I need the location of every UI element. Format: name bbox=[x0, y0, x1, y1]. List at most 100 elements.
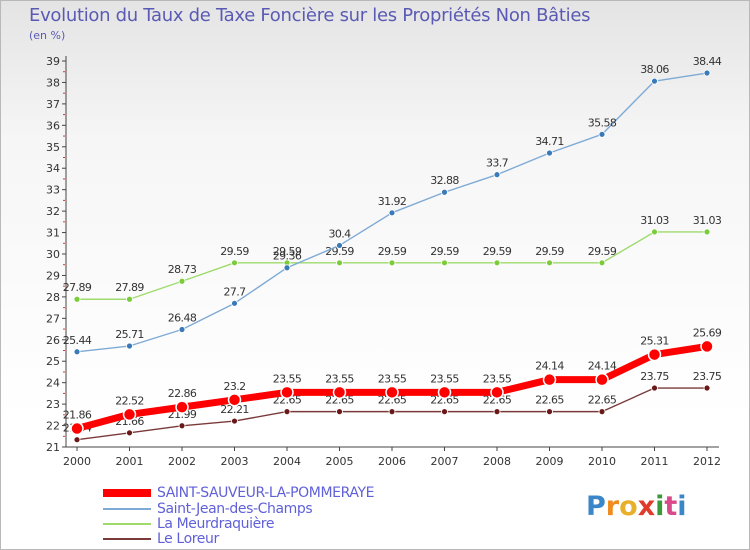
data-point bbox=[493, 259, 501, 267]
x-tick-label: 2010 bbox=[588, 455, 616, 468]
legend-item-le-loreur: Le Loreur bbox=[103, 531, 219, 547]
x-tick-label: 2001 bbox=[116, 455, 144, 468]
data-label: 27.89 bbox=[63, 281, 92, 294]
y-tick-label: 34 bbox=[46, 162, 60, 175]
data-point bbox=[441, 408, 448, 416]
x-tick-label: 2002 bbox=[168, 455, 196, 468]
y-tick-label: 22 bbox=[46, 420, 60, 433]
data-point bbox=[703, 69, 711, 77]
x-tick-label: 2003 bbox=[221, 455, 249, 468]
data-label: 29.59 bbox=[273, 245, 302, 258]
y-tick-label: 32 bbox=[46, 205, 60, 218]
legend-item-la-meurdraquiere: La Meurdraquière bbox=[103, 516, 274, 532]
data-label: 23.55 bbox=[430, 372, 459, 385]
logo-letter: r bbox=[605, 491, 620, 522]
data-label: 27.7 bbox=[223, 285, 246, 298]
data-label: 23.75 bbox=[693, 370, 722, 383]
y-tick-label: 29 bbox=[46, 269, 60, 282]
data-label: 31.03 bbox=[640, 214, 669, 227]
data-point bbox=[598, 130, 606, 138]
x-tick-label: 2000 bbox=[63, 455, 91, 468]
y-tick-label: 35 bbox=[46, 141, 60, 154]
unit-label: (en %) bbox=[29, 29, 66, 42]
data-label: 23.55 bbox=[483, 372, 512, 385]
x-tick-label: 2007 bbox=[431, 455, 459, 468]
data-point bbox=[385, 385, 399, 400]
data-point bbox=[595, 372, 609, 387]
data-point bbox=[598, 408, 606, 416]
y-tick-label: 33 bbox=[46, 184, 60, 197]
data-point bbox=[70, 421, 84, 436]
x-tick-label: 2008 bbox=[483, 455, 511, 468]
data-label: 29.59 bbox=[378, 245, 407, 258]
y-tick-label: 39 bbox=[46, 55, 60, 68]
data-label: 38.44 bbox=[693, 55, 722, 68]
x-tick-label: 2009 bbox=[536, 455, 564, 468]
data-label: 24.14 bbox=[588, 360, 617, 373]
data-point bbox=[126, 295, 133, 303]
data-point bbox=[73, 436, 81, 444]
logo-letter: P bbox=[586, 491, 606, 522]
data-label: 30.4 bbox=[328, 227, 351, 240]
legend-label: Saint-Jean-des-Champs bbox=[157, 501, 313, 517]
data-label: 29.59 bbox=[535, 245, 564, 258]
data-point bbox=[231, 259, 238, 267]
data-label: 22.21 bbox=[220, 403, 249, 416]
data-point bbox=[700, 339, 714, 354]
data-point bbox=[546, 408, 553, 416]
data-label: 35.58 bbox=[588, 116, 617, 129]
data-point bbox=[546, 149, 553, 157]
proxiti-logo: Proxiti bbox=[586, 491, 687, 522]
data-point bbox=[126, 342, 133, 350]
data-label: 22.65 bbox=[535, 394, 564, 407]
data-label: 29.59 bbox=[220, 245, 249, 258]
x-tick-label: 2006 bbox=[378, 455, 406, 468]
data-label: 29.59 bbox=[430, 245, 459, 258]
data-label: 25.31 bbox=[640, 335, 669, 348]
data-label: 29.59 bbox=[483, 245, 512, 258]
data-point bbox=[490, 385, 504, 400]
y-tick-label: 26 bbox=[46, 334, 60, 347]
data-label: 22.86 bbox=[168, 387, 197, 400]
data-label: 21.86 bbox=[63, 409, 92, 422]
data-point bbox=[126, 429, 133, 437]
x-tick-label: 2011 bbox=[641, 455, 669, 468]
data-point bbox=[73, 348, 81, 356]
y-tick-label: 30 bbox=[46, 248, 60, 261]
y-tick-label: 38 bbox=[46, 76, 60, 89]
data-point bbox=[437, 385, 452, 400]
chart-title: Evolution du Taux de Taxe Foncière sur l… bbox=[29, 5, 591, 26]
data-point bbox=[336, 242, 343, 249]
data-label: 22.52 bbox=[115, 394, 144, 407]
data-point bbox=[332, 385, 347, 400]
data-point bbox=[178, 277, 186, 285]
y-tick-label: 24 bbox=[46, 377, 60, 390]
data-label: 22.65 bbox=[430, 394, 459, 407]
data-label: 31.03 bbox=[693, 214, 722, 227]
data-label: 25.44 bbox=[63, 334, 92, 347]
legend-item-saint-sauveur: SAINT-SAUVEUR-LA-POMMERAYE bbox=[103, 485, 374, 501]
data-label: 23.2 bbox=[223, 380, 245, 393]
data-point bbox=[703, 228, 711, 236]
x-tick-label: 2012 bbox=[693, 455, 721, 468]
data-point bbox=[651, 384, 658, 392]
data-point bbox=[336, 259, 343, 267]
data-point bbox=[542, 372, 557, 387]
data-label: 23.55 bbox=[378, 372, 407, 385]
data-label: 23.55 bbox=[325, 372, 354, 385]
legend-swatch bbox=[103, 489, 151, 497]
data-label: 27.89 bbox=[115, 281, 144, 294]
data-point bbox=[280, 385, 294, 400]
data-label: 22.65 bbox=[325, 394, 354, 407]
x-tick-label: 2004 bbox=[273, 455, 301, 468]
data-point bbox=[388, 259, 396, 267]
data-point bbox=[178, 326, 186, 333]
legend-swatch bbox=[103, 538, 151, 540]
legend-swatch bbox=[103, 523, 151, 525]
y-tick-label: 36 bbox=[46, 119, 60, 132]
data-label: 34.71 bbox=[535, 135, 564, 148]
logo-letter: x bbox=[637, 491, 656, 522]
legend-label: SAINT-SAUVEUR-LA-POMMERAYE bbox=[157, 485, 375, 501]
data-point bbox=[493, 408, 501, 416]
